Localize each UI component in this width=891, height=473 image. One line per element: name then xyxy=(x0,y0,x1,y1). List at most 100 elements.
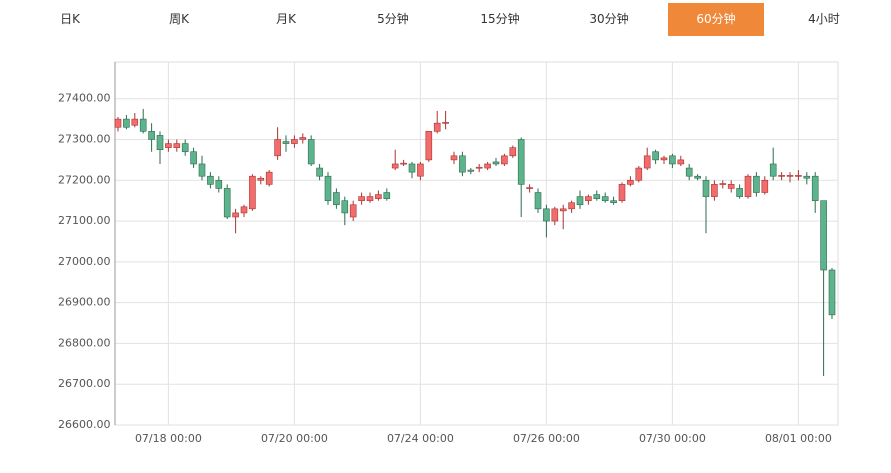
candle-body xyxy=(324,175,332,201)
candle-body xyxy=(635,167,643,181)
candle-body xyxy=(795,175,802,177)
candle-body xyxy=(517,139,525,185)
candle-body xyxy=(643,155,651,169)
candle-body xyxy=(727,184,735,189)
candle-body xyxy=(425,131,433,161)
candle-body xyxy=(333,192,340,206)
candle-body xyxy=(282,141,290,144)
candle-body xyxy=(618,184,626,201)
candle-body xyxy=(694,175,701,179)
candle-body xyxy=(148,131,155,140)
tab[interactable]: 60分钟 xyxy=(668,3,764,36)
y-tick-label: 27000.00 xyxy=(58,255,111,268)
candle-body xyxy=(660,157,668,161)
tab[interactable]: 5分钟 xyxy=(377,12,409,26)
candle-body xyxy=(274,139,281,157)
candle-body xyxy=(198,163,206,177)
x-tick-label: 07/24 00:00 xyxy=(387,432,454,445)
candle-body xyxy=(291,139,298,144)
candle-body xyxy=(257,177,265,181)
x-tick-label: 08/01 00:00 xyxy=(765,432,832,445)
tab[interactable]: 4小时 xyxy=(808,12,840,26)
candle-body xyxy=(803,175,811,179)
candle-body xyxy=(366,196,374,201)
candle-body xyxy=(173,143,181,148)
candle-body xyxy=(669,155,676,165)
candle-body xyxy=(450,155,458,161)
candle-body xyxy=(484,163,491,169)
candle-body xyxy=(383,192,391,199)
x-tick-label: 07/30 00:00 xyxy=(639,432,706,445)
candle-body xyxy=(610,200,617,204)
candle-body xyxy=(307,139,315,165)
candle-body xyxy=(433,122,441,132)
candle-body xyxy=(459,155,466,173)
candle-body xyxy=(131,118,139,126)
y-tick-label: 27200.00 xyxy=(58,173,111,186)
candle-body xyxy=(576,196,584,206)
tab[interactable]: 15分钟 xyxy=(480,12,520,26)
candle-body xyxy=(534,192,542,210)
candle-body xyxy=(358,196,365,201)
candle-body xyxy=(375,194,382,199)
candle-body xyxy=(526,187,533,189)
candle-body xyxy=(215,179,223,189)
candle-body xyxy=(652,151,659,161)
y-tick-label: 26600.00 xyxy=(58,418,111,431)
candle-body xyxy=(711,184,718,197)
candle-body xyxy=(349,204,357,218)
candle-body xyxy=(702,179,710,197)
candle-body xyxy=(820,200,827,271)
candle-body xyxy=(408,163,416,173)
plot-frame xyxy=(114,61,839,426)
candle-body xyxy=(736,188,743,197)
candle-body xyxy=(207,175,214,185)
candle-body xyxy=(165,143,172,148)
candle-body xyxy=(559,208,567,212)
candle-body xyxy=(627,179,634,185)
tab[interactable]: 周K xyxy=(169,12,189,26)
candle-body xyxy=(181,143,189,153)
tab[interactable]: 月K xyxy=(276,12,296,26)
candle-body xyxy=(585,196,592,201)
candle-body xyxy=(719,183,727,185)
candle-body xyxy=(601,196,609,201)
tab[interactable]: 30分钟 xyxy=(589,12,629,26)
candle-body xyxy=(391,163,399,169)
candle-body xyxy=(492,161,500,165)
y-tick-label: 26700.00 xyxy=(58,377,111,390)
candle-body xyxy=(123,118,130,128)
candle-body xyxy=(509,147,517,157)
candle-body xyxy=(761,179,769,193)
candle-body xyxy=(593,194,601,199)
timeframe-tabs: 日K 周K 月K 5分钟 15分钟 30分钟 60分钟 4小时 xyxy=(0,0,891,40)
candle-body xyxy=(400,162,407,165)
y-tick-label: 27100.00 xyxy=(58,214,111,227)
x-tick-label: 07/26 00:00 xyxy=(513,432,580,445)
candle-body xyxy=(551,208,559,222)
candle-body xyxy=(316,167,323,177)
y-tick-label: 26800.00 xyxy=(58,336,111,349)
y-tick-label: 27400.00 xyxy=(58,92,111,105)
candle-body xyxy=(240,206,248,214)
candle-body xyxy=(778,175,785,177)
tab[interactable]: 日K xyxy=(60,12,80,26)
candle-body xyxy=(467,169,475,172)
x-tick-label: 07/20 00:00 xyxy=(261,432,328,445)
candle-body xyxy=(811,175,819,201)
candle-body xyxy=(501,155,508,165)
candle-body xyxy=(685,167,693,177)
candle-body xyxy=(265,171,273,185)
candle-body xyxy=(299,137,307,140)
candle-body xyxy=(568,202,575,210)
candle-body xyxy=(139,118,147,132)
candle-body xyxy=(156,135,164,150)
candle-body xyxy=(744,175,752,197)
candle-body xyxy=(677,159,685,165)
candle-body xyxy=(769,163,777,177)
candle-body xyxy=(543,208,550,222)
candle-body xyxy=(417,163,424,177)
candle-body xyxy=(475,166,483,169)
